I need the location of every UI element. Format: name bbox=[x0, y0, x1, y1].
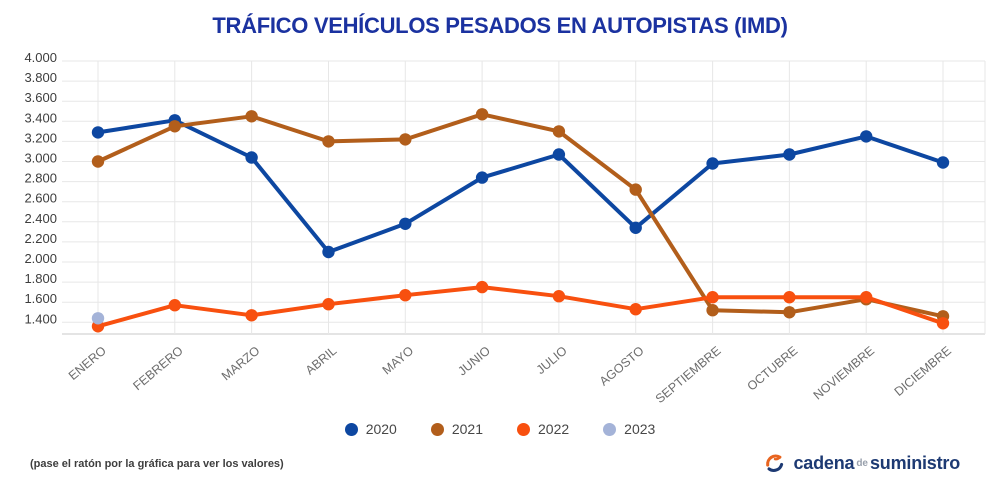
data-point-2021[interactable] bbox=[399, 133, 412, 146]
swirl-orange-curl bbox=[774, 456, 782, 461]
y-axis-tick-label: 2.000 bbox=[24, 251, 57, 266]
swirl-blue-arc bbox=[767, 462, 784, 472]
x-axis-month-label: MAYO bbox=[380, 343, 417, 377]
chart-legend: 2020 2021 2022 2023 bbox=[0, 420, 1000, 438]
y-axis-tick-label: 3.200 bbox=[24, 130, 57, 145]
legend-item-2023[interactable]: 2023 bbox=[603, 421, 655, 437]
data-point-2022[interactable] bbox=[860, 291, 873, 304]
hover-instruction-note: (pase el ratón por la gráfica para ver l… bbox=[30, 458, 284, 470]
data-point-2022[interactable] bbox=[936, 317, 950, 330]
legend-label: 2021 bbox=[451, 421, 483, 437]
data-point-2022[interactable] bbox=[783, 291, 796, 304]
data-point-2021[interactable] bbox=[783, 306, 796, 319]
brand-swirl-icon bbox=[766, 454, 784, 472]
data-point-2022[interactable] bbox=[629, 303, 642, 316]
data-point-2022[interactable] bbox=[552, 290, 566, 303]
data-point-2022[interactable] bbox=[245, 309, 258, 322]
x-axis-month-label: ABRIL bbox=[303, 344, 340, 378]
legend-label: 2020 bbox=[365, 421, 397, 437]
y-axis-tick-label: 4.000 bbox=[24, 50, 57, 65]
legend-label: 2022 bbox=[538, 421, 570, 437]
data-point-2020[interactable] bbox=[475, 171, 489, 184]
y-axis-tick-label: 2.200 bbox=[24, 231, 57, 246]
data-point-2021[interactable] bbox=[552, 125, 566, 138]
legend-label: 2023 bbox=[624, 421, 656, 437]
data-point-2023[interactable] bbox=[91, 312, 105, 325]
y-axis-tick-label: 1.800 bbox=[24, 271, 57, 286]
data-point-2022[interactable] bbox=[475, 280, 489, 294]
y-axis-tick-label: 3.000 bbox=[24, 151, 57, 166]
data-point-2022[interactable] bbox=[322, 298, 335, 311]
x-axis-month-label: NOVIEMBRE bbox=[811, 344, 877, 403]
y-axis-tick-label: 2.800 bbox=[24, 171, 57, 186]
data-point-2022[interactable] bbox=[168, 299, 181, 312]
legend-swatch-2020 bbox=[344, 422, 358, 436]
brand-logo[interactable]: cadena de suministro bbox=[763, 452, 960, 475]
chart-title: TRÁFICO VEHÍCULOS PESADOS EN AUTOPISTAS … bbox=[212, 13, 788, 38]
x-axis-month-label: MARZO bbox=[219, 343, 263, 383]
legend-swatch-2023 bbox=[603, 422, 617, 436]
y-axis-tick-label: 3.800 bbox=[24, 70, 57, 85]
x-axis-month-label: FEBRERO bbox=[130, 343, 185, 393]
brand-wordmark: cadena de suministro bbox=[793, 453, 960, 474]
x-axis-month-label: JUNIO bbox=[455, 343, 493, 378]
data-point-2021[interactable] bbox=[629, 183, 642, 196]
data-point-2022[interactable] bbox=[706, 291, 719, 304]
data-point-2020[interactable] bbox=[783, 148, 796, 161]
data-point-2020[interactable] bbox=[552, 148, 566, 161]
data-point-2020[interactable] bbox=[245, 151, 258, 164]
data-point-2021[interactable] bbox=[322, 135, 335, 148]
data-point-2021[interactable] bbox=[168, 120, 181, 133]
y-axis-tick-label: 3.600 bbox=[24, 90, 57, 105]
legend-item-2022[interactable]: 2022 bbox=[517, 421, 569, 437]
brand-word-suministro: suministro bbox=[869, 453, 960, 473]
y-axis-tick-label: 1.600 bbox=[24, 291, 57, 306]
data-point-2021[interactable] bbox=[706, 304, 719, 317]
data-point-2020[interactable] bbox=[860, 130, 873, 143]
legend-item-2021[interactable]: 2021 bbox=[430, 421, 483, 437]
x-axis-month-label: AGOSTO bbox=[597, 343, 647, 388]
y-axis-tick-label: 1.400 bbox=[24, 311, 57, 326]
series-line-2021[interactable] bbox=[96, 112, 945, 319]
y-axis-tick-label: 3.400 bbox=[24, 110, 57, 125]
legend-swatch-2022 bbox=[517, 422, 530, 436]
data-point-2021[interactable] bbox=[91, 155, 105, 168]
data-point-2020[interactable] bbox=[629, 221, 642, 234]
x-axis-month-label: ENERO bbox=[66, 343, 109, 382]
data-point-2020[interactable] bbox=[936, 156, 950, 169]
data-point-2021[interactable] bbox=[475, 108, 489, 121]
series-line-2022[interactable] bbox=[96, 285, 945, 329]
x-axis-month-label: DICIEMBRE bbox=[892, 344, 954, 399]
traffic-line-chart[interactable]: 4.000 3.800 3.600 3.400 3.200 3.000 2.800 2.600… bbox=[0, 0, 1000, 455]
data-point-2020[interactable] bbox=[706, 157, 719, 170]
x-axis-month-label: JULIO bbox=[534, 343, 570, 377]
brand-word-de: de bbox=[856, 458, 868, 469]
legend-swatch-2021 bbox=[430, 422, 444, 436]
swirl-orange-arc bbox=[766, 454, 782, 467]
x-axis-month-label: SEPTIEMBRE bbox=[653, 344, 724, 407]
legend-item-2020[interactable]: 2020 bbox=[344, 421, 397, 437]
brand-word-cadena: cadena bbox=[793, 453, 855, 473]
data-point-2020[interactable] bbox=[399, 217, 412, 230]
data-point-2022[interactable] bbox=[399, 289, 412, 302]
data-point-2020[interactable] bbox=[322, 245, 335, 259]
y-axis-tick-label: 2.400 bbox=[24, 211, 57, 226]
data-point-2021[interactable] bbox=[245, 110, 258, 123]
y-axis-tick-label: 2.600 bbox=[24, 191, 57, 206]
data-point-2020[interactable] bbox=[91, 126, 105, 139]
series-line-2020[interactable] bbox=[96, 118, 945, 254]
x-axis-month-label: OCTUBRE bbox=[745, 344, 801, 394]
